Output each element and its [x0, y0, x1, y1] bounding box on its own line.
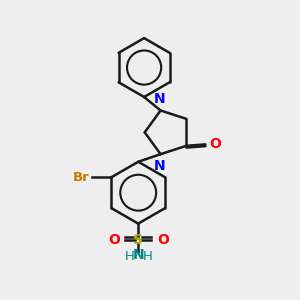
Text: S: S [133, 233, 143, 247]
Text: H: H [143, 250, 153, 263]
Text: O: O [209, 137, 221, 152]
Text: N: N [133, 248, 145, 262]
Text: O: O [108, 233, 120, 247]
Text: O: O [157, 233, 169, 247]
Text: Br: Br [73, 171, 89, 184]
Text: H: H [125, 250, 135, 263]
Text: N: N [153, 92, 165, 106]
Text: N: N [153, 159, 165, 172]
